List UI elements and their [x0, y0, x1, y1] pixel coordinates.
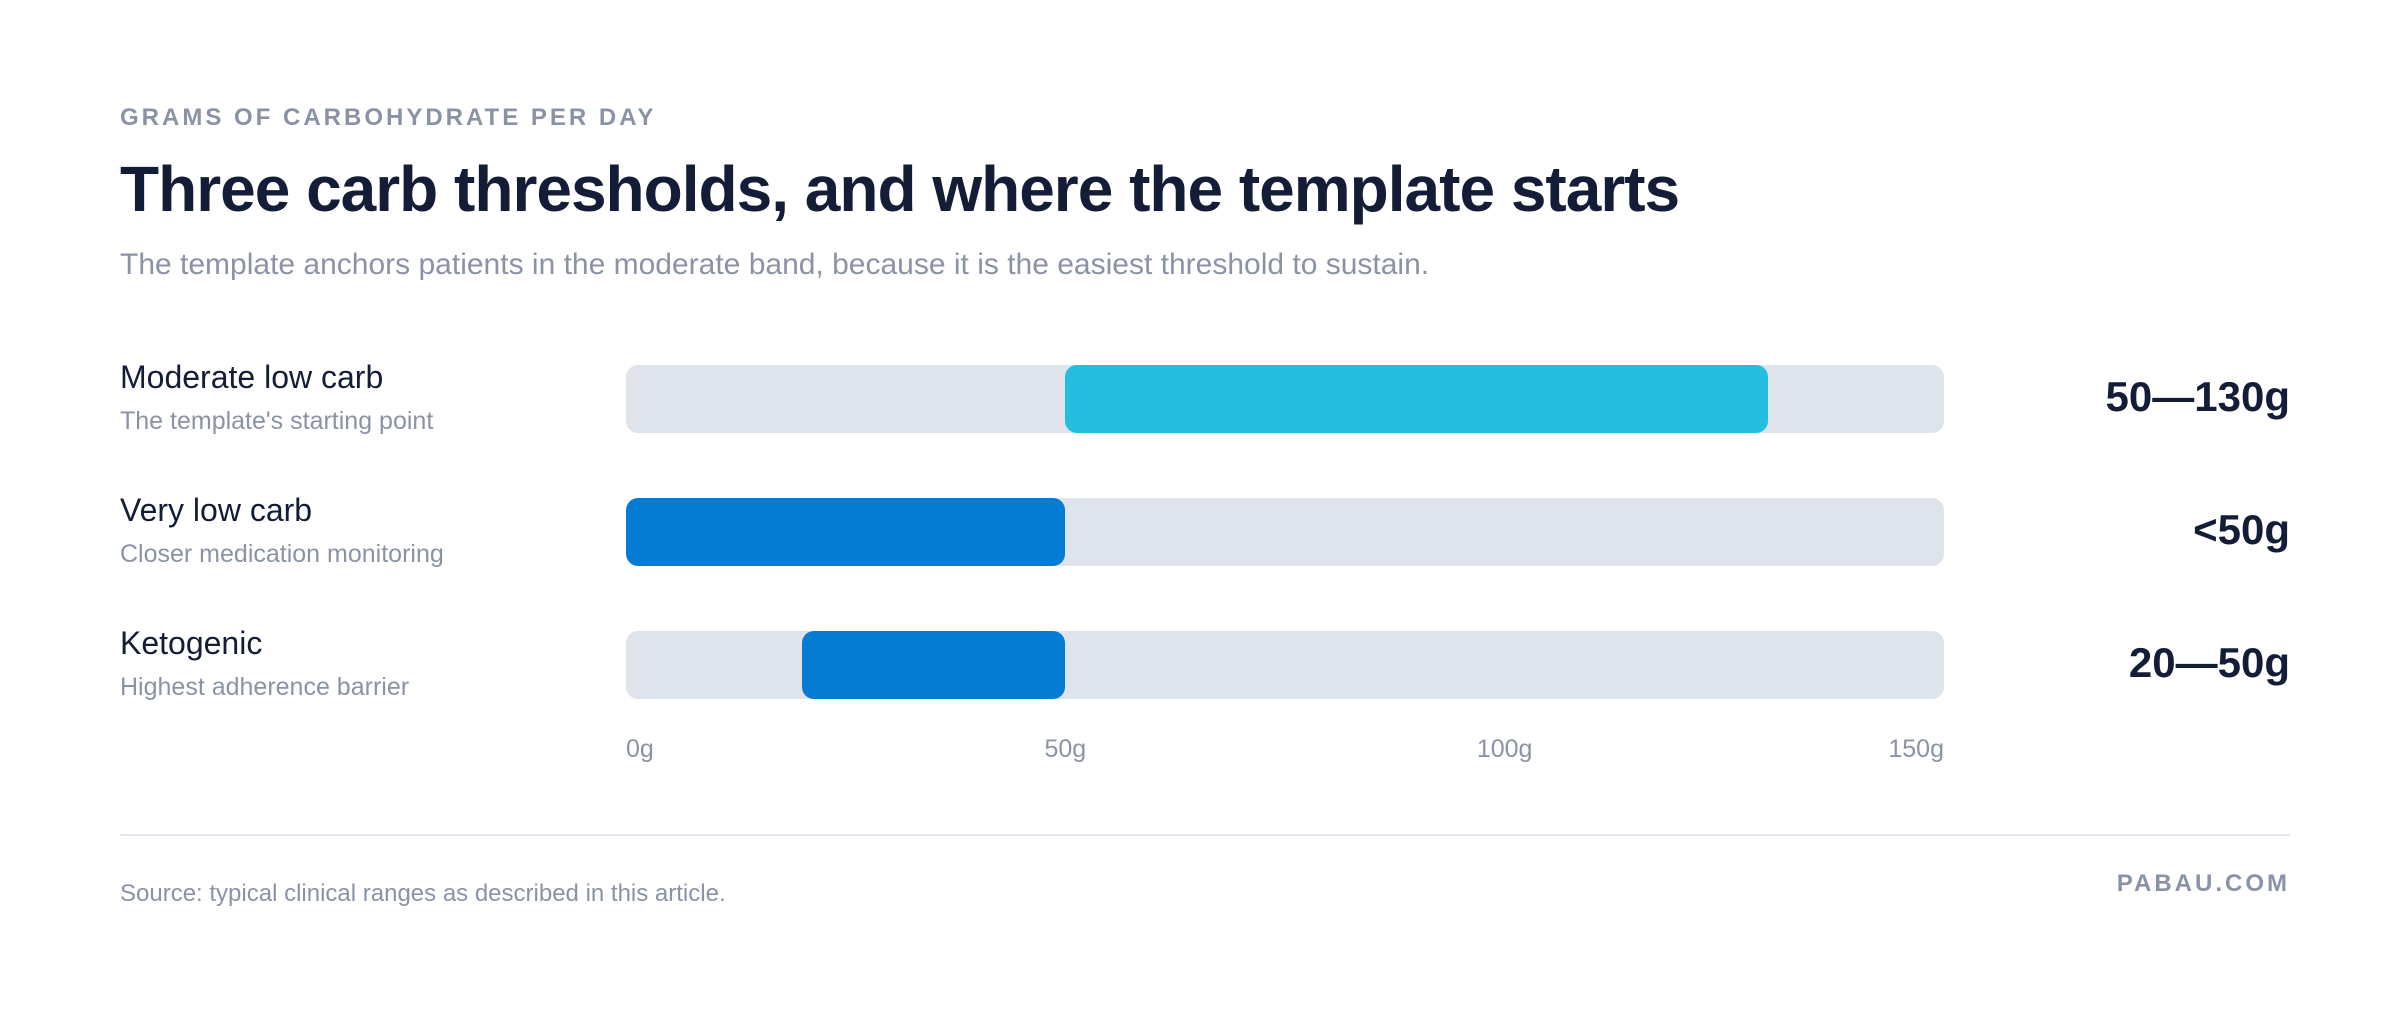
- range-value-label: 50—130g: [2105, 373, 2290, 420]
- chart-title: Three carb thresholds, and where the tem…: [120, 153, 1680, 225]
- range-bar: [801, 631, 1066, 699]
- x-tick-label: 0g: [626, 735, 654, 763]
- range-bar: [1065, 365, 1769, 433]
- x-tick-label: 100g: [1476, 735, 1533, 763]
- row-note: The template's starting point: [120, 407, 434, 435]
- range-bar: [626, 498, 1066, 566]
- brand-label: PABAU.COM: [2116, 870, 2290, 897]
- x-tick-label: 50g: [1044, 735, 1087, 763]
- row-label: Very low carb: [120, 492, 313, 528]
- bar-row: Ketogenic Highest adherence barrier 20—50g: [0, 625, 2400, 701]
- chart-eyebrow: GRAMS OF CARBOHYDRATE PER DAY: [120, 104, 657, 131]
- x-tick-label: 150g: [1888, 735, 1944, 763]
- row-label: Ketogenic: [120, 625, 263, 661]
- bar-track: [626, 365, 1944, 433]
- bar-track: [626, 631, 1944, 699]
- row-note: Highest adherence barrier: [120, 673, 410, 701]
- source-note: Source: typical clinical ranges as descr…: [120, 880, 726, 907]
- range-value-label: 20—50g: [2128, 639, 2290, 686]
- row-label: Moderate low carb: [120, 359, 384, 395]
- bar-track: [626, 498, 1944, 566]
- bar-row: Moderate low carb The template's starting…: [0, 359, 2400, 435]
- bar-row: Very low carb Closer medication monitorin…: [0, 492, 2400, 568]
- chart-subtitle: The template anchors patients in the mod…: [120, 248, 1430, 281]
- footer-divider: [120, 834, 2290, 836]
- row-note: Closer medication monitoring: [120, 540, 444, 568]
- range-value-label: <50g: [2193, 506, 2290, 553]
